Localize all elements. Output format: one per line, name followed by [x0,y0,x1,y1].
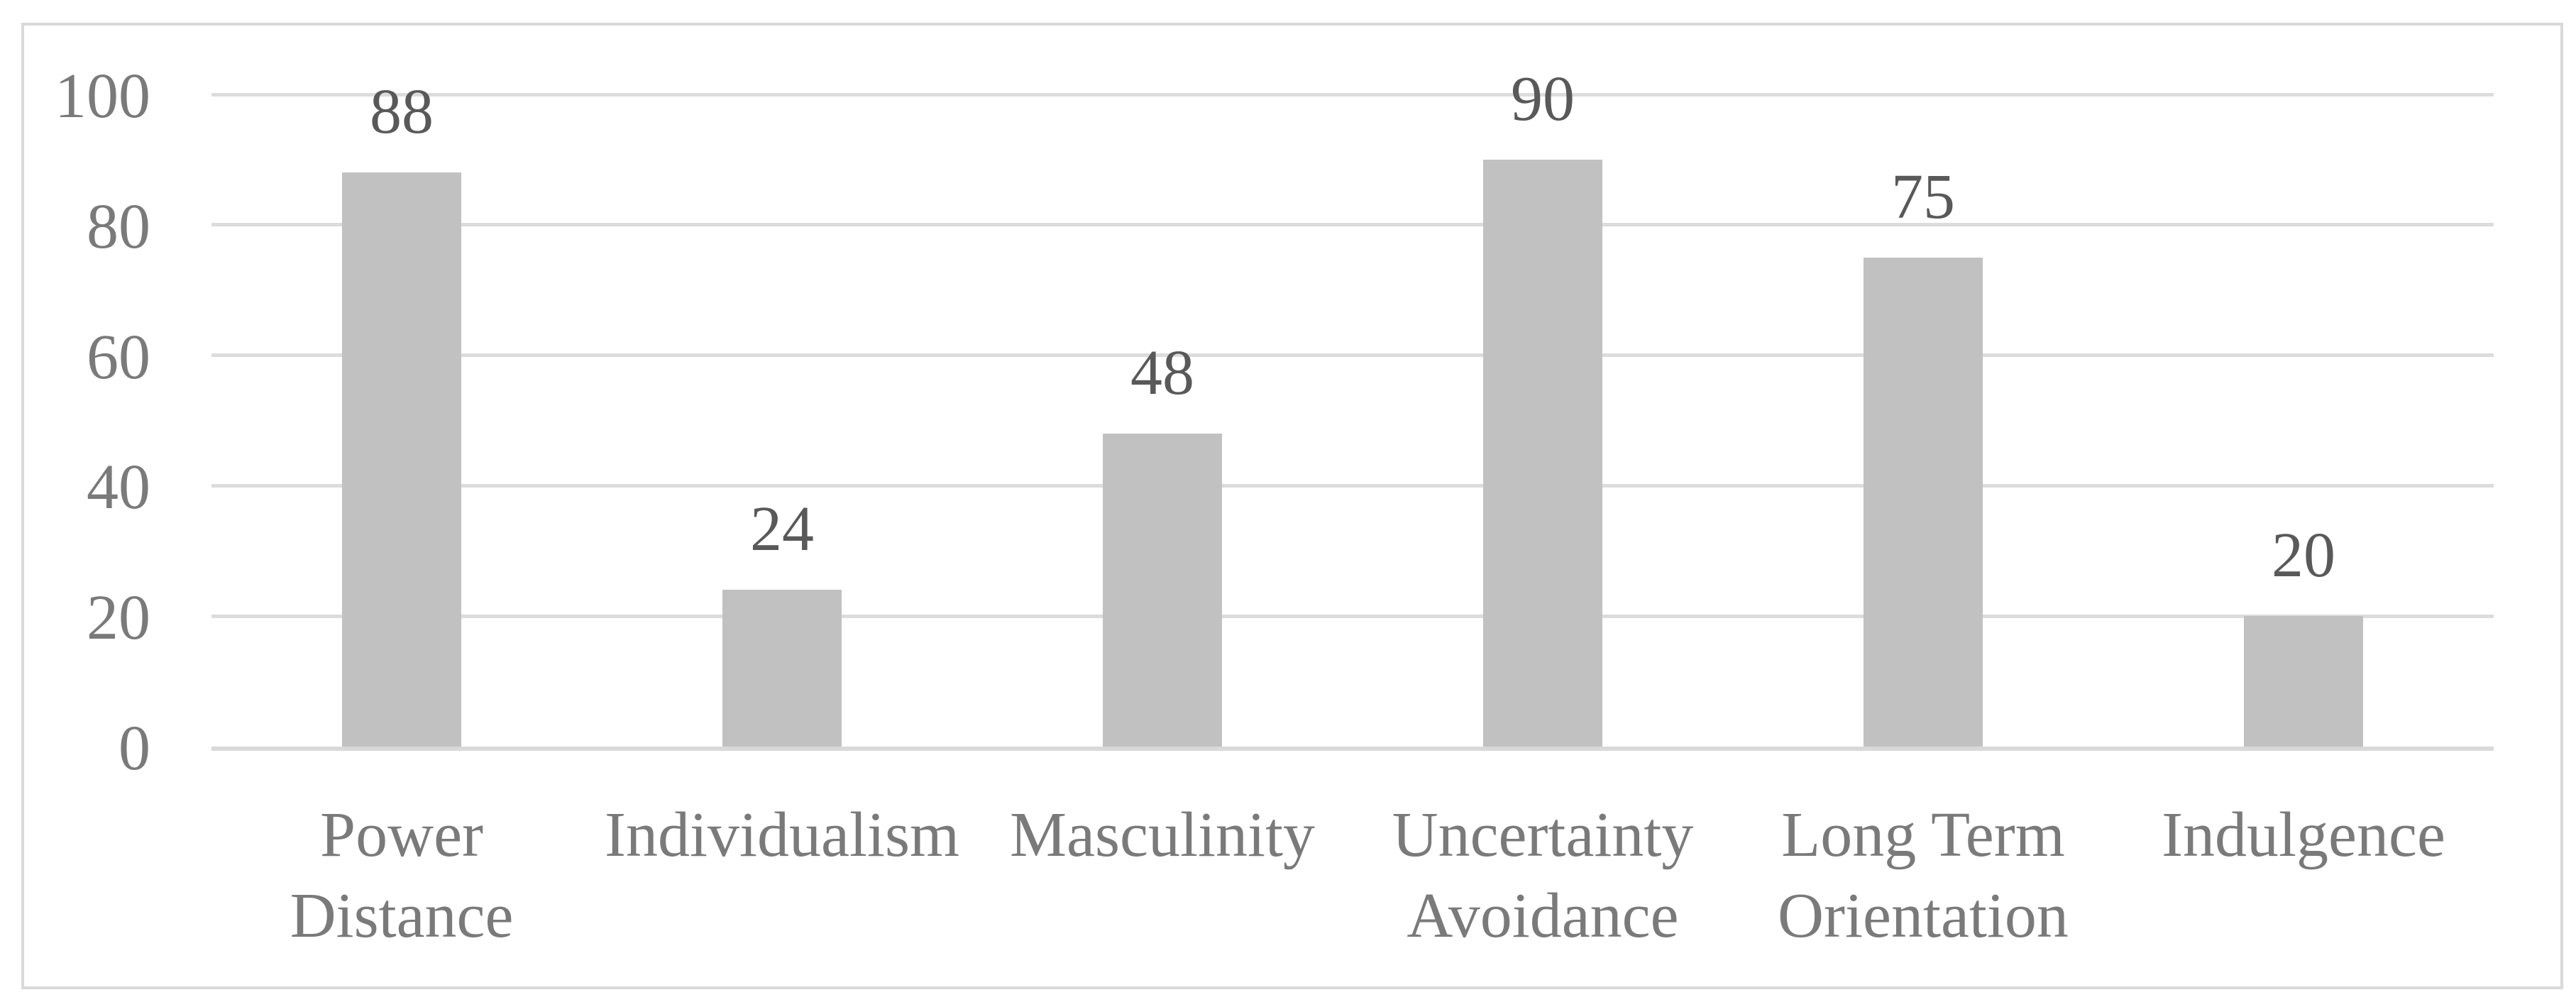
bar-masculinity [1103,433,1222,747]
x-label-line: Masculinity [1010,800,1315,870]
x-label-line: Long Term [1781,800,2065,870]
y-tick-label-60: 60 [87,321,150,392]
data-label-indulgence: 20 [2272,520,2335,591]
x-label-indulgence: Indulgence [2113,795,2494,876]
x-label-line: Power [320,800,483,870]
gridline-40 [211,483,2494,488]
y-tick-label-20: 20 [87,583,150,654]
data-label-uncertainty-avoidance: 90 [1511,63,1575,134]
x-label-line: Avoidance [1407,881,1679,951]
data-label-power-distance: 88 [370,77,434,148]
gridline-100 [211,92,2494,97]
y-tick-label-40: 40 [87,452,150,523]
y-tick-label-100: 100 [55,61,150,131]
x-label-line: Distance [290,881,514,951]
x-label-long-term-orientation: Long Term Orientation [1733,795,2113,957]
x-label-individualism: Individualism [592,795,972,876]
data-label-long-term-orientation: 75 [1891,161,1955,232]
x-label-line: Uncertainty [1392,800,1694,870]
bar-long-term-orientation [1864,257,1983,747]
x-label-line: Indulgence [2162,800,2445,870]
data-label-masculinity: 48 [1130,337,1194,408]
x-label-power-distance: Power Distance [211,795,592,957]
x-label-masculinity: Masculinity [972,795,1353,876]
y-tick-label-0: 0 [119,713,150,783]
gridline-80 [211,223,2494,227]
gridline-60 [211,353,2494,358]
x-label-line: Orientation [1778,881,2069,951]
bar-power-distance [342,172,461,747]
x-label-line: Individualism [605,800,959,870]
bar-indulgence [2244,616,2363,747]
x-label-uncertainty-avoidance: Uncertainty Avoidance [1353,795,1733,957]
x-axis-line [211,747,2494,751]
bar-uncertainty-avoidance [1483,159,1602,747]
gridline-20 [211,614,2494,618]
data-label-individualism: 24 [750,494,814,565]
bar-individualism [722,590,842,747]
y-tick-label-80: 80 [87,191,150,262]
